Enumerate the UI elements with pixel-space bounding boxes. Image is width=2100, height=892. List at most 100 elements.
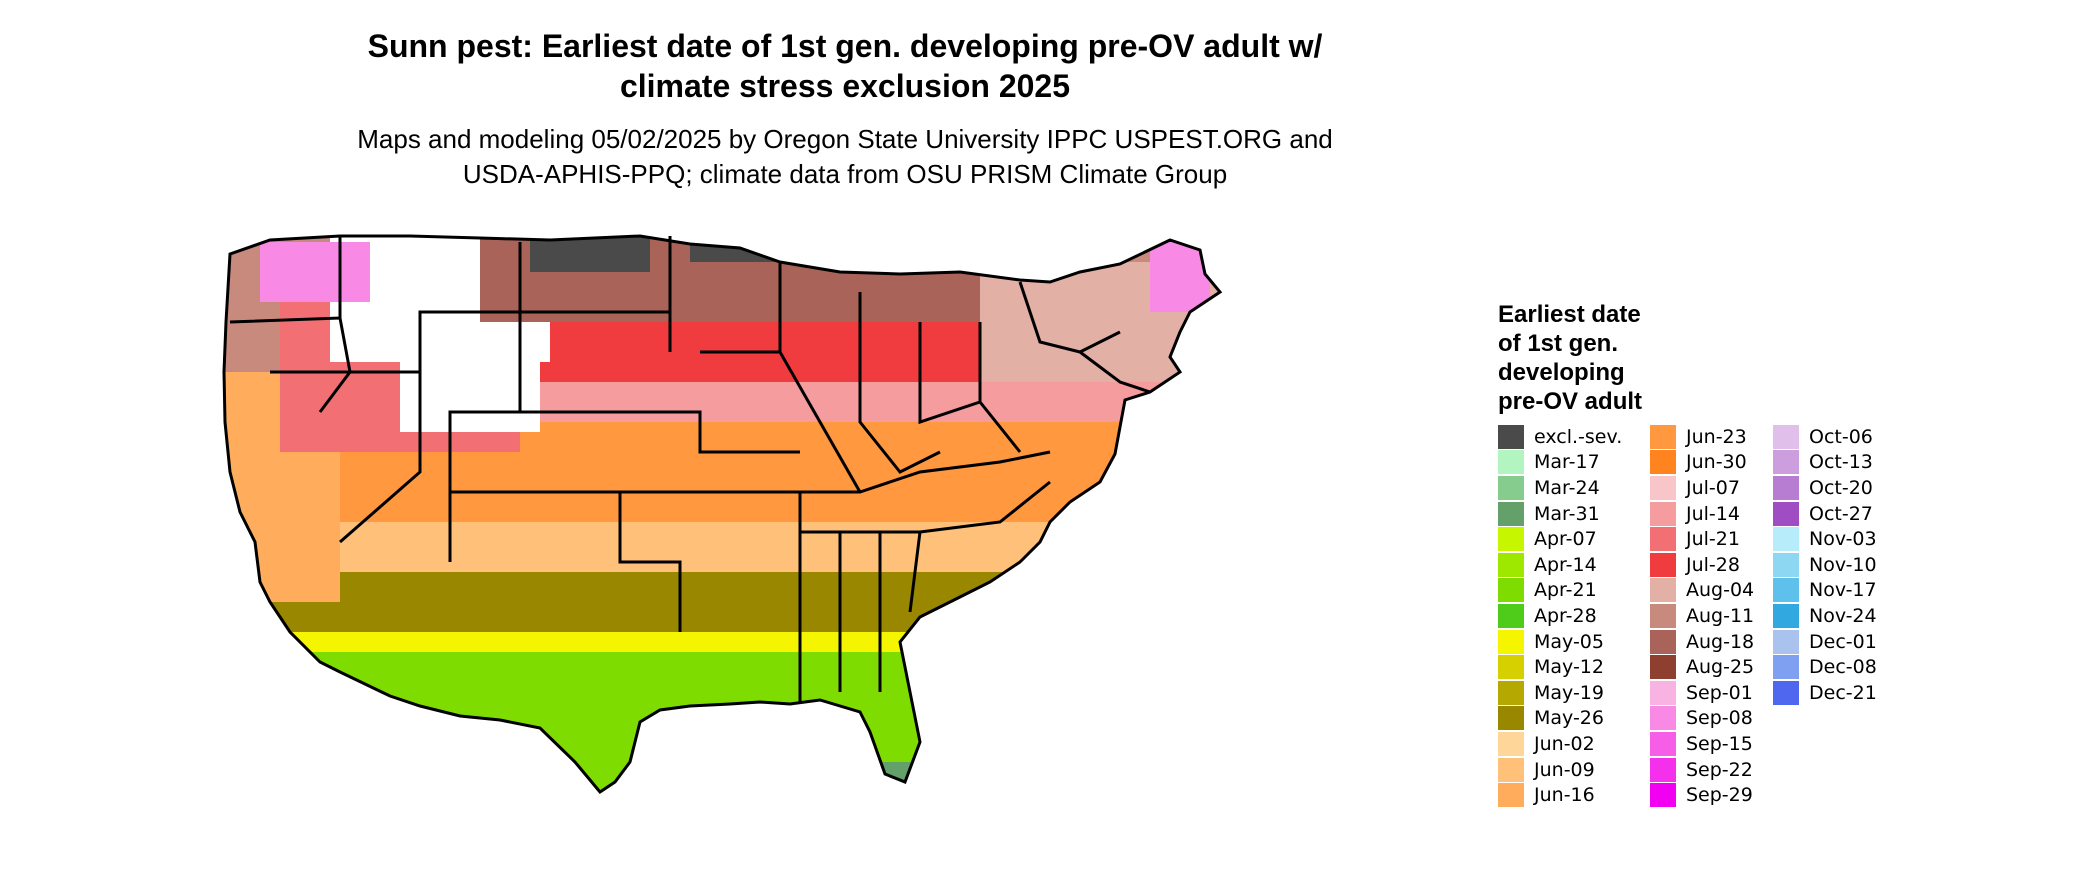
- legend-swatch: [1773, 629, 1799, 654]
- legend-item: Apr-07: [1498, 526, 1622, 552]
- legend-label: Nov-03: [1809, 528, 1877, 551]
- legend-swatch: [1498, 680, 1524, 705]
- legend-swatch: [1650, 680, 1676, 705]
- legend-label: May-12: [1534, 656, 1604, 679]
- legend-item: Mar-31: [1498, 501, 1622, 527]
- legend-label: Apr-28: [1534, 604, 1597, 627]
- map-title-line-1: Sunn pest: Earliest date of 1st gen. dev…: [367, 28, 1323, 64]
- legend-title-line: of 1st gen.: [1498, 330, 1619, 357]
- legend-label: Oct-13: [1809, 451, 1873, 474]
- legend-swatch: [1773, 603, 1799, 628]
- legend-title-line: Earliest date: [1498, 301, 1641, 328]
- legend-swatch: [1498, 501, 1524, 526]
- legend-label: Sep-01: [1686, 681, 1753, 704]
- legend-item: Jun-30: [1650, 450, 1754, 476]
- legend-label: Apr-14: [1534, 553, 1597, 576]
- legend-swatch: [1498, 706, 1524, 731]
- legend-label: Jun-02: [1534, 732, 1595, 755]
- map-title: Sunn pest: Earliest date of 1st gen. dev…: [0, 26, 1690, 106]
- state-boundaries: [222, 234, 1223, 794]
- us-phenology-map: [222, 234, 1223, 794]
- legend-item: Nov-10: [1773, 552, 1877, 578]
- legend-item: Aug-25: [1650, 654, 1754, 680]
- legend-item: Jun-09: [1498, 757, 1622, 783]
- legend-swatch: [1498, 527, 1524, 552]
- legend-swatch: [1773, 578, 1799, 603]
- legend-item: Nov-17: [1773, 578, 1877, 604]
- legend-item: Nov-24: [1773, 603, 1877, 629]
- legend-item: Sep-01: [1650, 680, 1754, 706]
- legend-swatch: [1650, 655, 1676, 680]
- legend-label: Oct-20: [1809, 476, 1873, 499]
- legend-title-line: developing: [1498, 359, 1625, 386]
- legend-label: Nov-10: [1809, 553, 1877, 576]
- map-subtitle-line-1: Maps and modeling 05/02/2025 by Oregon S…: [357, 124, 1333, 154]
- legend-item: Mar-24: [1498, 475, 1622, 501]
- legend-label: Mar-24: [1534, 476, 1600, 499]
- legend-label: Dec-08: [1809, 656, 1877, 679]
- legend-column-1: excl.-sev. Mar-17 Mar-24 Mar-31 Apr-07 Apr-14…: [1498, 424, 1622, 808]
- legend-column-3: Oct-06 Oct-13 Oct-20 Oct-27 Nov-03 Nov-10 Nov-…: [1773, 424, 1877, 706]
- legend-item: Dec-21: [1773, 680, 1877, 706]
- legend-item: Jul-28: [1650, 552, 1754, 578]
- legend-label: Aug-18: [1686, 630, 1755, 653]
- legend-swatch: [1650, 731, 1676, 756]
- legend-label: Jun-09: [1534, 758, 1595, 781]
- legend-label: Mar-17: [1534, 451, 1600, 474]
- legend-swatch: [1650, 552, 1676, 577]
- legend-item: Apr-28: [1498, 603, 1622, 629]
- legend-item: May-12: [1498, 654, 1622, 680]
- legend-swatch: [1650, 450, 1676, 475]
- legend-swatch: [1650, 501, 1676, 526]
- map-title-line-2: climate stress exclusion 2025: [619, 68, 1071, 104]
- legend-swatch: [1498, 552, 1524, 577]
- legend-item: Dec-08: [1773, 654, 1877, 680]
- legend-label: excl.-sev.: [1534, 425, 1623, 448]
- legend-item: Sep-08: [1650, 706, 1754, 732]
- legend-swatch: [1773, 501, 1799, 526]
- legend-title-line: pre-OV adult: [1498, 388, 1643, 415]
- legend-swatch: [1650, 629, 1676, 654]
- legend-label: Jun-23: [1686, 425, 1747, 448]
- legend-swatch: [1650, 603, 1676, 628]
- legend-swatch: [1650, 475, 1676, 500]
- legend-item: Sep-22: [1650, 757, 1754, 783]
- legend-label: May-05: [1534, 630, 1604, 653]
- legend-item: Jun-23: [1650, 424, 1754, 450]
- map-subtitle-line-2: USDA-APHIS-PPQ; climate data from OSU PR…: [462, 159, 1228, 189]
- legend-item: Oct-27: [1773, 501, 1877, 527]
- legend-item: Oct-06: [1773, 424, 1877, 450]
- legend-swatch: [1650, 783, 1676, 808]
- legend-label: Jul-28: [1686, 553, 1740, 576]
- legend-item: Sep-29: [1650, 782, 1754, 808]
- legend-item: Aug-18: [1650, 629, 1754, 655]
- legend-label: Apr-21: [1534, 579, 1597, 602]
- legend-label: Nov-17: [1809, 579, 1877, 602]
- legend-swatch: [1650, 757, 1676, 782]
- legend-swatch: [1498, 424, 1524, 449]
- legend-swatch: [1650, 424, 1676, 449]
- legend-label: Sep-15: [1686, 732, 1753, 755]
- legend-item: Oct-13: [1773, 450, 1877, 476]
- legend-item: Jul-21: [1650, 526, 1754, 552]
- legend-swatch: [1498, 450, 1524, 475]
- legend-swatch: [1498, 783, 1524, 808]
- legend-swatch: [1498, 603, 1524, 628]
- legend-label: Sep-22: [1686, 758, 1753, 781]
- legend-swatch: [1773, 655, 1799, 680]
- legend-label: Jun-30: [1686, 451, 1747, 474]
- legend-swatch: [1498, 629, 1524, 654]
- legend-label: Sep-29: [1686, 784, 1753, 807]
- legend-swatch: [1773, 680, 1799, 705]
- legend-item: Aug-11: [1650, 603, 1754, 629]
- legend-label: Aug-11: [1686, 604, 1755, 627]
- legend-item: Sep-15: [1650, 731, 1754, 757]
- legend-label: Aug-25: [1686, 656, 1755, 679]
- legend-label: Sep-08: [1686, 707, 1753, 730]
- legend-swatch: [1498, 655, 1524, 680]
- legend-label: Mar-31: [1534, 502, 1600, 525]
- legend-item: May-05: [1498, 629, 1622, 655]
- legend-swatch: [1773, 527, 1799, 552]
- legend-item: Apr-21: [1498, 578, 1622, 604]
- legend-swatch: [1498, 757, 1524, 782]
